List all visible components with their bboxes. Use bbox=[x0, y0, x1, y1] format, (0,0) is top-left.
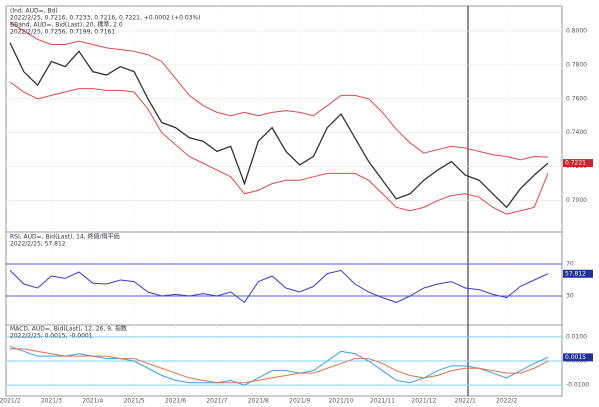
x-tick-label: 2021/10 bbox=[329, 398, 354, 405]
legend-line: MACD, AUD=, Bid(Last), 12, 26, 9, 指数 bbox=[10, 325, 127, 333]
legend-line: 2022/2/25, 0.0015, -0.0001 bbox=[10, 333, 93, 340]
x-tick-label: 2021/4 bbox=[82, 398, 103, 405]
y-tick-label: -0.0100 bbox=[566, 382, 589, 389]
x-tick-label: 2021/3 bbox=[41, 398, 62, 405]
frame bbox=[5, 5, 563, 397]
y-tick-label: 0.7800 bbox=[566, 61, 587, 68]
last-value-label: 0.0015 bbox=[565, 354, 586, 361]
y-tick-label: 0.7400 bbox=[566, 129, 587, 136]
legend-line: (Ind, AUD=, Bd) bbox=[10, 8, 58, 15]
x-tick-label: 2021/11 bbox=[370, 398, 395, 405]
y-tick-label: 0.0100 bbox=[566, 333, 587, 340]
x-tick-label: 2022/1 bbox=[455, 398, 476, 405]
x-tick-label: 2021/12 bbox=[411, 398, 436, 405]
legend-line: 2022/2/25, 0.7216, 0.7233, 0.7216, 0.722… bbox=[10, 15, 201, 22]
series-line bbox=[9, 269, 549, 304]
x-tick-label: 2021/5 bbox=[124, 398, 145, 405]
series-line bbox=[9, 346, 549, 386]
legend-line: 2022/2/25, 0.7256, 0.7199, 0.7161 bbox=[10, 29, 115, 36]
last-value-box bbox=[563, 159, 593, 168]
legend-line: BBand, AUD=, Bid(Last), 20, 標準, 2.0 bbox=[10, 21, 123, 29]
series-line bbox=[9, 22, 549, 161]
series-line bbox=[10, 348, 549, 384]
last-value-box bbox=[563, 269, 593, 278]
x-tick-label: 2021/8 bbox=[248, 398, 269, 405]
y-tick-label: 70 bbox=[566, 261, 574, 268]
legend-line: 2022/2/25, 57.812 bbox=[10, 241, 66, 248]
legend-line: RSI, AUD=, Bid(Last), 14, 終値/價平価 bbox=[10, 233, 120, 241]
y-tick-label: 0.7600 bbox=[566, 95, 587, 102]
x-tick-label: 2021/2 bbox=[0, 398, 21, 405]
last-value-label: 57.812 bbox=[565, 270, 586, 277]
x-tick-label: 2021/9 bbox=[289, 398, 310, 405]
x-tick-label: 2021/7 bbox=[206, 398, 227, 405]
series-line bbox=[9, 81, 549, 215]
last-value-label: 0.7221 bbox=[565, 160, 586, 167]
y-tick-label: 0.8000 bbox=[566, 27, 587, 34]
x-tick-label: 2022/2 bbox=[496, 398, 517, 405]
x-tick-label: 2021/6 bbox=[165, 398, 186, 405]
series-line bbox=[9, 42, 549, 209]
y-tick-label: 30 bbox=[566, 293, 574, 300]
last-value-box bbox=[563, 353, 593, 362]
y-tick-label: 0.7000 bbox=[566, 197, 587, 204]
